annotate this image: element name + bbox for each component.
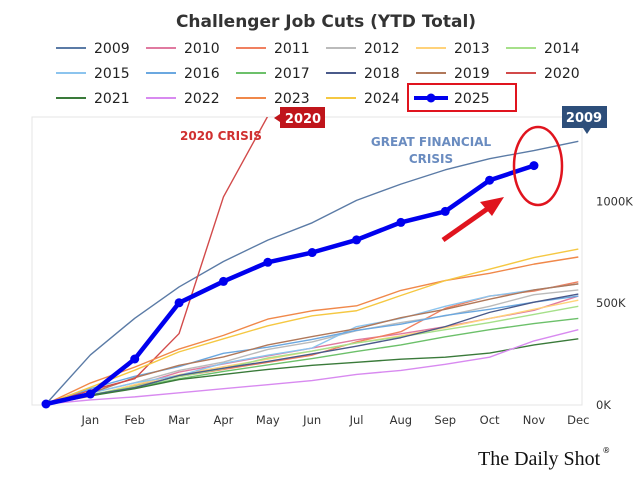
badge-2009-label: 2009 — [566, 111, 602, 126]
badge-2020-label: 2020 — [285, 112, 321, 127]
legend-label: 2022 — [184, 91, 220, 107]
x-tick-label: Dec — [567, 413, 589, 427]
series-line-2009 — [45, 140, 579, 405]
legend-label: 2020 — [544, 66, 580, 82]
y-axis: 0K 500K 1000K — [596, 194, 633, 412]
point-2025-6 — [307, 248, 317, 258]
legend-item-2023[interactable]: 2023 — [236, 91, 310, 107]
x-tick-label: Jun — [302, 413, 321, 427]
series-line-2014 — [45, 305, 579, 405]
series-line-2024 — [45, 248, 579, 405]
x-tick-label: Mar — [168, 413, 190, 427]
x-axis: Jan Feb Mar Apr May Jun Jul Aug Sep Oct Nov Dec — [80, 413, 589, 427]
legend-label: 2010 — [184, 41, 220, 57]
point-2025-4 — [218, 276, 228, 286]
point-2025-2 — [130, 354, 140, 364]
highlight-circle — [512, 125, 564, 207]
point-2025-0 — [41, 399, 51, 409]
chart-title: Challenger Job Cuts (YTD Total) — [176, 12, 476, 32]
legend-label: 2021 — [94, 91, 130, 107]
legend: 2009 2010 2011 2012 2013 2014 2015 2016 2017 2018… — [56, 41, 580, 112]
legend-label: 2013 — [454, 41, 490, 57]
legend-item-2020[interactable]: 2020 — [506, 66, 580, 82]
series-line-2018 — [45, 293, 579, 405]
badge-2009: 2009 — [562, 106, 607, 134]
series-lines — [41, 117, 579, 409]
legend-item-2018[interactable]: 2018 — [326, 66, 400, 82]
x-tick-label: Aug — [390, 413, 412, 427]
x-tick-label: Oct — [480, 413, 500, 427]
legend-label: 2024 — [364, 91, 400, 107]
legend-item-2015[interactable]: 2015 — [56, 66, 130, 82]
red-arrow-icon — [441, 197, 504, 243]
legend-highlight-box — [407, 83, 517, 112]
legend-item-2021[interactable]: 2021 — [56, 91, 130, 107]
legend-item-2012[interactable]: 2012 — [326, 41, 400, 57]
point-2025-5 — [263, 257, 273, 267]
legend-item-2011[interactable]: 2011 — [236, 41, 310, 57]
x-tick-label: Nov — [523, 413, 546, 427]
legend-item-2022[interactable]: 2022 — [146, 91, 220, 107]
legend-item-2013[interactable]: 2013 — [416, 41, 490, 57]
legend-label: 2017 — [274, 66, 310, 82]
legend-item-2016[interactable]: 2016 — [146, 66, 220, 82]
point-2025-9 — [440, 206, 450, 216]
series-line-2022 — [45, 329, 579, 405]
series-line-2015 — [45, 283, 579, 405]
x-tick-label: Jul — [349, 413, 364, 427]
x-tick-label: Apr — [213, 413, 233, 427]
point-2025-10 — [485, 175, 495, 185]
series-line-2023 — [45, 256, 579, 405]
point-2025-7 — [352, 235, 362, 245]
the-daily-shot-logo: The Daily Shot ® — [478, 446, 610, 470]
legend-label: 2015 — [94, 66, 130, 82]
legend-label: 2025 — [454, 91, 490, 107]
annotation-gfc-line1: GREAT FINANCIAL — [371, 135, 492, 149]
y-tick-label: 1000K — [596, 194, 633, 208]
annotation-gfc-line2: CRISIS — [409, 152, 453, 166]
legend-item-2019[interactable]: 2019 — [416, 66, 490, 82]
brand-mark: ® — [602, 446, 610, 455]
legend-item-2024[interactable]: 2024 — [326, 91, 400, 107]
x-tick-label: Sep — [434, 413, 456, 427]
legend-label: 2023 — [274, 91, 310, 107]
legend-label: 2014 — [544, 41, 580, 57]
point-2025-11 — [529, 161, 539, 171]
series-line-2020 — [45, 117, 269, 405]
brand-name: The Daily Shot — [478, 448, 601, 470]
point-2025-1 — [85, 389, 95, 399]
legend-label: 2019 — [454, 66, 490, 82]
legend-label: 2009 — [94, 41, 130, 57]
annotation-2020-crisis: 2020 CRISIS — [180, 129, 262, 143]
y-tick-label: 0K — [596, 398, 611, 412]
series-line-2019 — [45, 283, 579, 405]
point-2025-8 — [396, 217, 406, 227]
legend-item-2017[interactable]: 2017 — [236, 66, 310, 82]
legend-item-2009[interactable]: 2009 — [56, 41, 130, 57]
series-line-2025 — [45, 163, 535, 407]
x-tick-label: May — [256, 413, 280, 427]
legend-item-2014[interactable]: 2014 — [506, 41, 580, 57]
point-2025-3 — [174, 298, 184, 308]
legend-label: 2016 — [184, 66, 220, 82]
legend-label: 2011 — [274, 41, 310, 57]
series-line-2017 — [45, 317, 579, 405]
plot-area — [31, 116, 583, 406]
x-tick-label: Jan — [80, 413, 99, 427]
legend-item-2010[interactable]: 2010 — [146, 41, 220, 57]
y-tick-label: 500K — [596, 296, 626, 310]
badge-2020: 2020 — [274, 107, 325, 128]
legend-label: 2012 — [364, 41, 400, 57]
legend-label: 2018 — [364, 66, 400, 82]
series-line-2011 — [45, 281, 579, 405]
series-line-2021 — [45, 338, 579, 405]
legend-marker — [426, 93, 436, 103]
legend-item-2025[interactable]: 2025 — [407, 83, 517, 112]
series-line-2016 — [45, 295, 579, 405]
x-tick-label: Feb — [125, 413, 145, 427]
